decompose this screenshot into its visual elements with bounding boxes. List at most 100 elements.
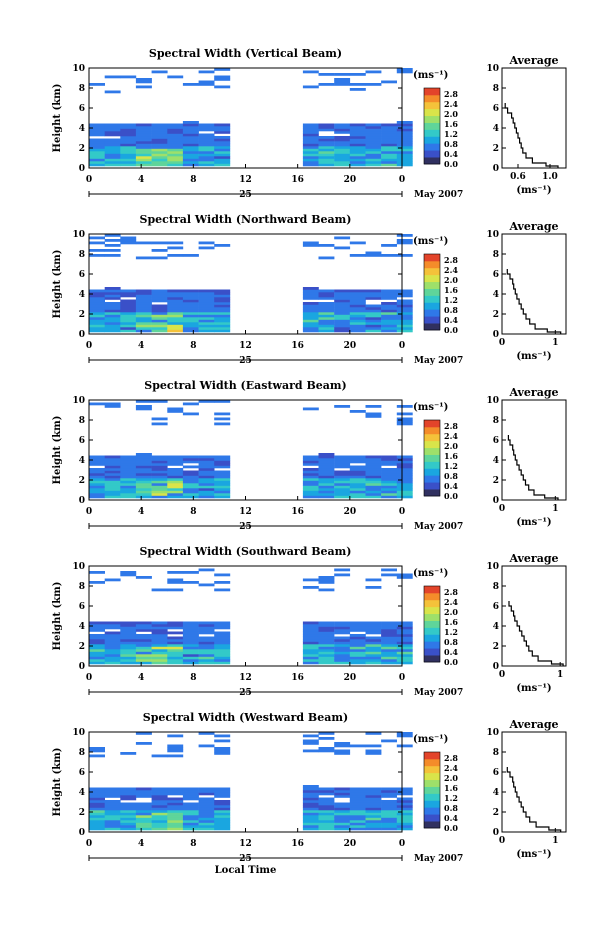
heatmap-cell xyxy=(135,478,152,481)
heatmap-cell xyxy=(120,571,137,574)
heatmap-cell xyxy=(396,307,413,310)
heatmap-cell xyxy=(365,631,382,635)
average-y-tick-label: 0 xyxy=(493,662,499,672)
date-label: May 2007 xyxy=(414,190,463,200)
heatmap-cell xyxy=(89,817,105,821)
y-axis-label: Height (km) xyxy=(52,250,63,319)
heatmap-cell xyxy=(120,807,137,811)
heatmap-cell xyxy=(318,810,335,813)
heatmap-cell xyxy=(349,636,366,640)
heatmap-cell xyxy=(89,480,105,484)
heatmap-cell xyxy=(135,483,152,486)
x-tick-label: 20 xyxy=(344,341,357,351)
heatmap-cell xyxy=(318,468,335,471)
heatmap-cell xyxy=(167,651,184,655)
heatmap-cell xyxy=(334,236,351,240)
heatmap-cell xyxy=(104,578,121,582)
heatmap-cell xyxy=(396,70,413,74)
heatmap-cell xyxy=(135,256,152,260)
heatmap-cell xyxy=(302,158,319,162)
heatmap-cell xyxy=(214,485,231,489)
heatmap-cell xyxy=(89,83,105,86)
heatmap-cell xyxy=(302,329,319,333)
heatmap-cell xyxy=(135,161,152,164)
heatmap-cell xyxy=(104,646,121,650)
heatmap-cell xyxy=(104,455,121,459)
heatmap-cell xyxy=(89,639,105,642)
heatmap-cell xyxy=(396,254,413,257)
heatmap-cell xyxy=(365,807,382,811)
heatmap-cell xyxy=(365,485,382,489)
colorbar-tick-label: 1.2 xyxy=(444,627,458,637)
average-x-tick-label: 0 xyxy=(499,338,505,348)
heatmap-cell xyxy=(198,123,215,127)
heatmap-cell xyxy=(182,651,199,655)
heatmap-cell xyxy=(104,322,121,325)
heatmap-cell xyxy=(89,661,105,665)
average-y-tick-label: 2 xyxy=(493,310,499,320)
heatmap-cell xyxy=(396,483,413,486)
heatmap-cell xyxy=(135,646,152,650)
x-tick-label: 0 xyxy=(399,341,405,351)
heatmap-cell xyxy=(396,234,413,237)
heatmap-cell xyxy=(214,624,231,627)
colorbar-segment xyxy=(424,426,440,435)
heatmap-cell xyxy=(214,661,231,665)
heatmap-cell xyxy=(135,576,152,579)
heatmap-cell xyxy=(318,827,335,831)
heatmap-cell xyxy=(334,148,351,152)
x-tick-label: 16 xyxy=(291,507,304,517)
heatmap-cell xyxy=(302,85,319,89)
heatmap-cell xyxy=(167,241,184,245)
heatmap-cell xyxy=(318,302,335,305)
heatmap-cell xyxy=(151,626,168,630)
heatmap-cell xyxy=(302,141,319,144)
heatmap-cell xyxy=(349,133,366,137)
heatmap-cell xyxy=(349,485,366,489)
average-y-tick-label: 10 xyxy=(486,396,499,406)
heatmap-cell xyxy=(381,138,397,142)
heatmap-cell xyxy=(365,131,382,134)
heatmap-cell xyxy=(302,488,319,491)
heatmap-cell xyxy=(214,470,231,474)
heatmap-cell xyxy=(365,805,382,808)
heatmap-cell xyxy=(381,254,397,257)
heatmap-cell xyxy=(302,485,319,489)
heatmap-cell xyxy=(318,138,335,142)
heatmap-cell xyxy=(381,483,397,486)
heatmap-cell xyxy=(104,458,121,461)
heatmap-cell xyxy=(151,324,168,328)
heatmap-cell xyxy=(318,644,335,647)
heatmap-cell xyxy=(396,136,413,139)
heatmap-cell xyxy=(198,246,215,250)
heatmap-cell xyxy=(151,649,168,652)
heatmap-cell xyxy=(182,146,199,149)
heatmap-cell xyxy=(318,659,335,662)
heatmap-cell xyxy=(198,70,215,74)
heatmap-cell xyxy=(396,405,413,408)
heatmap-cell xyxy=(396,634,413,637)
heatmap-cell xyxy=(365,656,382,660)
heatmap-cell xyxy=(381,488,397,491)
heatmap-cell xyxy=(135,815,152,818)
colorbar-tick-label: 2.0 xyxy=(444,607,458,617)
heatmap-cell xyxy=(135,656,152,660)
heatmap-cell xyxy=(135,651,152,655)
heatmap-cell xyxy=(151,815,168,818)
heatmap-cell xyxy=(151,639,168,642)
heatmap-cell xyxy=(198,126,215,129)
heatmap-cell xyxy=(135,812,152,816)
heatmap-cell xyxy=(104,156,121,159)
heatmap-cell xyxy=(381,631,397,635)
colorbar-tick-label: 1.6 xyxy=(444,783,458,793)
y-tick-label: 2 xyxy=(79,642,85,652)
heatmap-cell xyxy=(198,639,215,642)
heatmap-cell xyxy=(302,317,319,320)
heatmap-cell xyxy=(182,493,199,496)
heatmap-cell xyxy=(198,83,215,86)
heatmap-cell xyxy=(381,146,397,149)
heatmap-cell xyxy=(151,249,168,252)
heatmap-cell xyxy=(365,493,382,496)
heatmap-cell xyxy=(182,312,199,315)
heatmap-cell xyxy=(151,754,168,758)
